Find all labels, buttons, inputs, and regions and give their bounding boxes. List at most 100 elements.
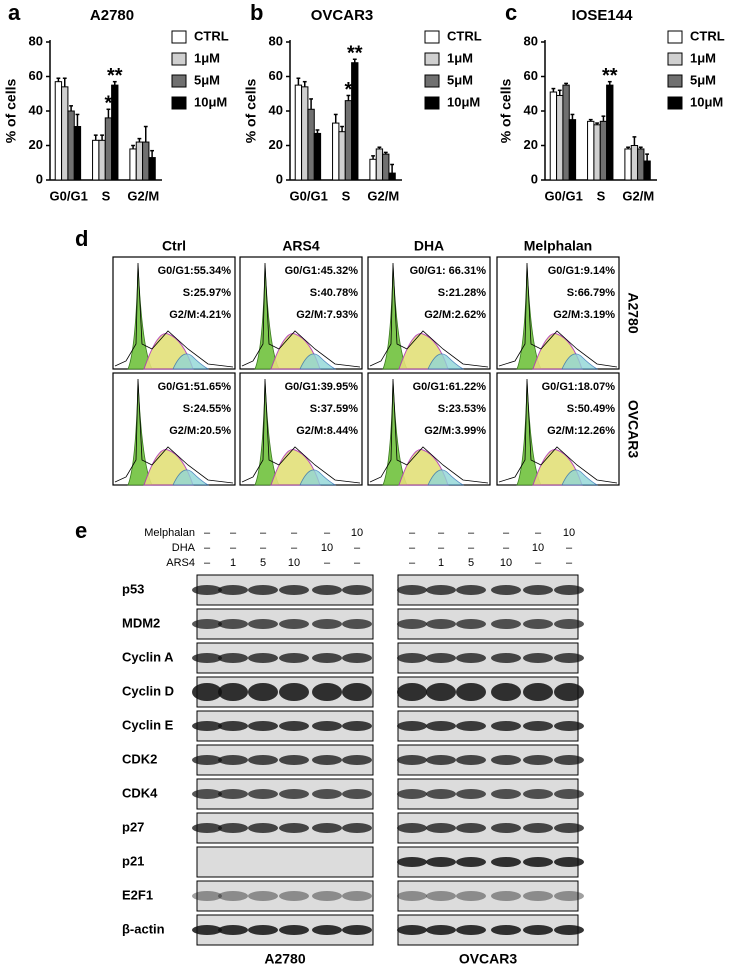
treatment-dose: –: [230, 527, 237, 539]
band: [491, 721, 521, 731]
treatment-dose: –: [438, 527, 445, 539]
bar: [593, 124, 601, 181]
band: [312, 789, 342, 799]
band: [248, 585, 278, 595]
y-tick-label: 40: [524, 102, 538, 117]
band: [523, 653, 553, 663]
band: [456, 619, 486, 629]
treatment-dose: –: [503, 542, 510, 554]
blot-strip: [192, 608, 374, 640]
band: [397, 619, 427, 629]
band: [312, 755, 342, 765]
legend-label: 1μM: [194, 50, 220, 65]
band: [218, 721, 248, 731]
y-tick-label: 20: [524, 137, 538, 152]
y-tick-label: 0: [36, 171, 43, 186]
band: [192, 823, 222, 833]
phase-percentage: G2/M:8.44%: [296, 425, 358, 437]
blot-frame: [397, 880, 579, 912]
band: [397, 823, 427, 833]
y-axis-label: % of cells: [3, 79, 19, 144]
bar: [92, 139, 100, 181]
x-tick-label: S: [342, 188, 351, 203]
legend-label: 1μM: [447, 50, 473, 65]
bar: [129, 148, 137, 181]
band: [248, 925, 278, 935]
bar: [135, 141, 144, 181]
y-axis-label: % of cells: [498, 79, 514, 144]
band: [192, 619, 222, 629]
band: [554, 683, 584, 701]
blot-strip: [397, 608, 584, 640]
band: [342, 891, 372, 901]
histogram: G0/G1:39.95% S:37.59% G2/M:8.44%: [239, 372, 363, 486]
blot-strip: [397, 676, 584, 708]
band: [248, 653, 278, 663]
phase-percentage: G0/G1:39.95%: [285, 381, 359, 393]
band: [554, 823, 584, 833]
band: [342, 721, 372, 731]
blot-strip: [196, 846, 374, 878]
treatment-dose: –: [204, 527, 211, 539]
band: [192, 683, 222, 701]
band: [279, 585, 309, 595]
treatment-dose: 10: [321, 542, 333, 554]
band: [523, 619, 553, 629]
protein-label: p53: [122, 581, 144, 596]
band: [397, 653, 427, 663]
treatment-dose: 10: [288, 557, 300, 569]
band: [456, 857, 486, 867]
treatment-dose: 5: [468, 557, 474, 569]
band: [342, 653, 372, 663]
phase-percentage: G2/M:7.93%: [296, 309, 358, 321]
band: [192, 653, 222, 663]
y-tick-label: 80: [29, 33, 43, 48]
column-header: Melphalan: [524, 238, 592, 254]
x-tick-label: G2/M: [622, 188, 654, 203]
blot-strip: [397, 574, 584, 606]
band: [491, 683, 521, 701]
column-header: ARS4: [282, 238, 320, 254]
g2-peak: [561, 469, 599, 486]
blot-strip: [397, 880, 584, 912]
treatment-dose: 1: [438, 557, 444, 569]
raw-trace: [241, 378, 361, 484]
raw-trace: [369, 262, 489, 368]
phase-percentage: S:25.97%: [183, 287, 232, 299]
band: [456, 683, 486, 701]
band: [456, 925, 486, 935]
band: [397, 789, 427, 799]
band: [554, 891, 584, 901]
bar: [67, 110, 75, 181]
significance: **: [347, 43, 363, 65]
band: [342, 789, 372, 799]
chart-title: OVCAR3: [311, 7, 374, 24]
band: [342, 585, 372, 595]
band: [554, 721, 584, 731]
band: [523, 683, 553, 701]
legend-swatch: [667, 52, 683, 66]
bar: [587, 120, 595, 181]
bar: [568, 119, 577, 181]
treatment-dose: –: [204, 542, 211, 554]
band: [342, 823, 372, 833]
raw-trace: [498, 262, 618, 368]
legend-swatch: [171, 74, 187, 88]
band: [491, 789, 521, 799]
treatment-label: DHA: [172, 542, 196, 554]
band: [554, 925, 584, 935]
bar: [637, 148, 645, 181]
raw-trace: [114, 262, 234, 368]
bar: [301, 86, 309, 181]
band: [491, 653, 521, 663]
legend-label: CTRL: [690, 28, 725, 43]
legend-label: CTRL: [194, 28, 229, 43]
blot-strip: [192, 778, 374, 810]
bar: [382, 153, 390, 181]
band: [397, 683, 427, 701]
treatment-dose: –: [409, 557, 416, 569]
band: [248, 891, 278, 901]
treatment-dose: –: [503, 527, 510, 539]
blot-strip: [192, 574, 374, 606]
band: [312, 619, 342, 629]
